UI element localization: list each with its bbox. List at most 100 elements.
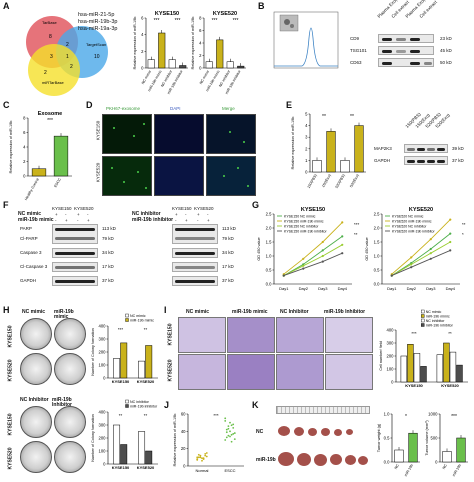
bar [145,345,153,379]
chart-c: 0 2 4 6 8 Relative expression of miR-19b Exoso… [9,111,72,201]
chart-title: Exosome [38,111,62,117]
y-tick-label: 4 [199,41,202,46]
tumor [321,428,330,436]
bar [420,366,427,383]
bar [436,354,444,383]
blot-label: Cl-Caspase 3 [20,264,48,269]
chart-title: KYSE150 [155,11,179,17]
micro-image [154,114,204,154]
sign: - [87,212,89,217]
chart-j: 0 20 40 60 Relative expression of miR-19b Nor… [173,412,244,473]
y-tick-label: 60 [181,412,186,417]
y-tick-label: 5 [305,112,308,117]
y-tick-label: 300 [99,337,107,342]
series-line [283,222,343,275]
x-tick-label: 520(Exo) [349,174,360,189]
y-tick-label: 2.0 [374,226,380,231]
panel-label-f: F [3,200,9,210]
series-line [391,249,451,277]
tumor [330,454,342,465]
y-axis-label: OD 450 value [365,237,369,260]
tumor [294,427,304,436]
tw-header: miR-19b Inhibitor [324,309,366,315]
data-point [321,260,324,263]
sign: - [185,212,187,217]
bar [53,135,69,177]
sig-mark: *** [118,327,124,332]
x-tick-label: KYSE150 [112,465,130,470]
blot-strip [378,34,434,43]
chart-title: KYSE520 [409,207,433,213]
panel-label-g: G [252,200,260,210]
bar [442,451,452,463]
blot-label: GAPDH [20,278,37,283]
series-line [391,233,451,276]
legend-swatch [421,314,425,318]
sign: + [55,212,58,217]
venn-count: 2 [66,42,69,48]
series-line [391,241,451,276]
venn-diagram: TarBase TargetScan miRTarBase 8 10 2 2 3… [26,16,108,96]
data-point [429,247,432,251]
x-tick-label: miR-19b [452,464,462,478]
legend-swatch [421,323,425,327]
blot-label: Caspase 3 [20,250,42,255]
data-point [204,452,207,455]
y-tick-label: 1 [305,158,308,163]
venn-label-2: TargetScan [86,42,106,47]
data-point [230,424,233,427]
blot-strip [378,46,434,55]
x-tick-label: ESCC [224,468,235,473]
x-tick-label: KYSE520 [137,379,155,384]
blot-strip [404,156,448,165]
bar [226,61,234,69]
panel-label-b: B [258,1,265,11]
blot-label: PARP [20,226,32,231]
chart-a2: 0 2 4 6 8 Relative expression of miR-19b KYSE5… [191,11,246,95]
blot-e: 150(PBS) 150(Exo) 520(PBS) 520(Exo) MAP2… [374,106,474,202]
sig-mark: *** [212,18,218,24]
cell-label: KYSE520 [74,206,94,211]
colony-dish [54,353,86,385]
data-point [321,254,324,258]
series-line [283,252,343,277]
data-point [410,263,413,266]
blot-label: GAPDH [374,158,391,163]
y-tick-label: 40 [181,429,186,434]
y-tick-label: 0.0 [374,282,380,287]
legend-label: NC mimic [130,314,146,318]
y-tick-label: 2 [305,146,308,151]
blot-strip [172,248,218,258]
y-tick-label: 2 [199,53,202,58]
series-line [391,219,451,275]
tumor [346,429,353,435]
colony-row: KYSE150 [7,413,14,436]
data-point [196,459,199,461]
blot-label: CD9 [350,36,360,41]
venn-label-1: TarBase [42,20,57,25]
y-axis-label: Tumor weight (g) [377,423,381,452]
legend-label: KYSE150 NC inhibitor [284,225,319,229]
tw-row: KYSE520 [167,359,174,382]
x-tick-label: NC mimic [141,69,152,85]
bar [138,431,146,465]
legend-label: KYSE520 miR-19b inhibitor [392,230,435,234]
y-tick-label: 3 [305,135,308,140]
bar [312,160,322,173]
data-point [199,454,202,457]
x-tick-label: Day1 [279,286,289,291]
kd-label: 39 kD [452,146,464,151]
tw-image [227,317,275,353]
cell-label: KYSE520 [194,206,214,211]
data-point [410,266,413,269]
x-tick-label: Healthy Control [24,177,40,201]
y-tick-label: 0.5 [266,268,272,273]
panel-label-h: H [3,305,10,315]
venn-count: 10 [94,54,100,60]
cond-label: miR-19b mimic [18,217,54,223]
sig-mark: * [405,414,407,420]
tw-header: NC Inhibitor [280,309,309,315]
colony-row: KYSE520 [7,359,14,382]
micro-image [206,114,256,154]
data-point [227,427,230,430]
